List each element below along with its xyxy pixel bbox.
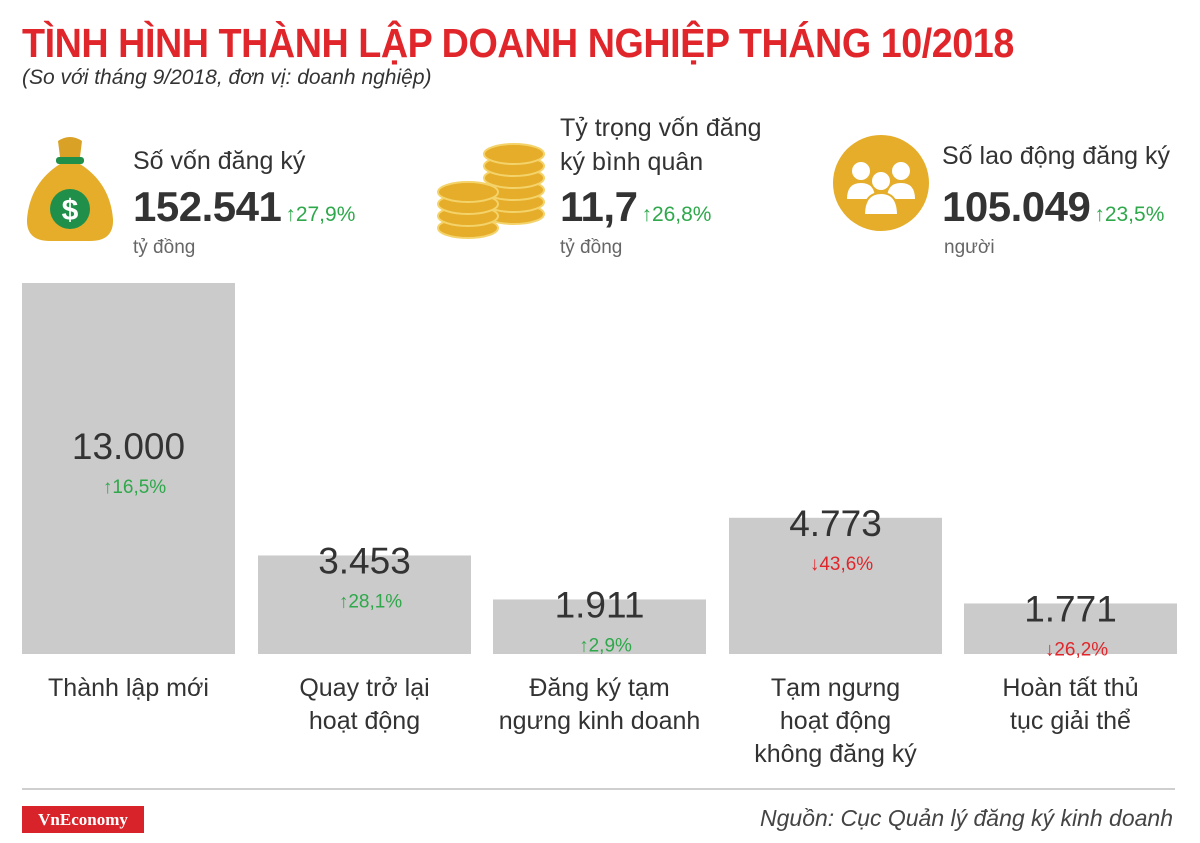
bar-value-label: 4.773 xyxy=(789,503,882,544)
kpi-1-label: Số vốn đăng ký xyxy=(133,147,306,175)
bar-value-label: 1.771 xyxy=(1024,588,1117,629)
kpi-3-value-row: 105.049 ↑23,5% xyxy=(942,183,1164,231)
category-label: Hoàn tất thủ xyxy=(1002,674,1138,702)
kpi-2-change: ↑26,8% xyxy=(641,203,712,226)
kpi-1-value: 152.541 xyxy=(133,183,282,230)
category-label: hoạt động xyxy=(780,707,891,735)
bar-3 xyxy=(493,599,706,654)
kpi-3-unit: người xyxy=(944,237,995,258)
bar-1 xyxy=(22,283,235,654)
category-label: Đăng ký tạm xyxy=(529,674,669,702)
bar-value-label: 13.000 xyxy=(72,426,185,467)
kpi-2-value: 11,7 xyxy=(560,183,638,230)
arrow-up-icon: ↑ xyxy=(641,203,652,226)
arrow-up-icon: ↑ xyxy=(1094,203,1105,226)
people-icon xyxy=(833,135,929,231)
page-subtitle: (So với tháng 9/2018, đơn vị: doanh nghi… xyxy=(22,66,432,89)
bar-change-label: ↑16,5% xyxy=(103,477,166,498)
kpi-3-value: 105.049 xyxy=(942,183,1091,230)
svg-text:$: $ xyxy=(62,194,79,227)
arrow-up-icon: ↑ xyxy=(285,203,296,226)
category-label: ngưng kinh doanh xyxy=(499,707,701,735)
category-label: tục giải thể xyxy=(1010,707,1131,735)
category-label: hoạt động xyxy=(309,707,420,735)
bar-change-label: ↑2,9% xyxy=(579,635,632,656)
bar-chart: 13.000 ↑16,5% Thành lập mới 3.453 ↑28,1% Quay… xyxy=(22,283,1177,768)
page-title: TÌNH HÌNH THÀNH LẬP DOANH NGHIỆP THÁNG 1… xyxy=(22,20,1014,66)
kpi-2-unit: tỷ đồng xyxy=(560,237,623,258)
kpi-1-value-row: 152.541 ↑27,9% xyxy=(133,183,355,231)
category-label: Tạm ngưng xyxy=(771,674,900,702)
bar-value-label: 3.453 xyxy=(318,540,411,581)
kpi-1-change: ↑27,9% xyxy=(285,203,356,226)
kpi-3-change: ↑23,5% xyxy=(1094,203,1165,226)
category-label: không đăng ký xyxy=(754,740,917,768)
bar-value-label: 1.911 xyxy=(555,584,645,625)
category-label: Thành lập mới xyxy=(48,674,209,702)
bar-change-label: ↑28,1% xyxy=(339,591,402,612)
kpi-2-value-row: 11,7 ↑26,8% xyxy=(560,183,711,231)
brand-logo: VnEconomy xyxy=(22,806,144,833)
footer-divider xyxy=(22,788,1175,790)
kpi-1-unit: tỷ đồng xyxy=(133,237,196,258)
bar-4 xyxy=(729,517,942,654)
bar-5 xyxy=(964,603,1177,654)
kpi-2-label: Tỷ trọng vốn đăng ký bình quân xyxy=(560,114,762,176)
source-note: Nguồn: Cục Quản lý đăng ký kinh doanh xyxy=(760,805,1173,831)
kpi-3-label: Số lao động đăng ký xyxy=(942,142,1170,170)
bar-change-label: ↓43,6% xyxy=(810,554,873,575)
coins-icon xyxy=(437,143,545,239)
money-bag-icon: $ xyxy=(26,137,114,241)
category-label: Quay trở lại xyxy=(299,674,429,702)
bar-2 xyxy=(258,555,471,654)
bar-change-label: ↓26,2% xyxy=(1045,639,1108,660)
